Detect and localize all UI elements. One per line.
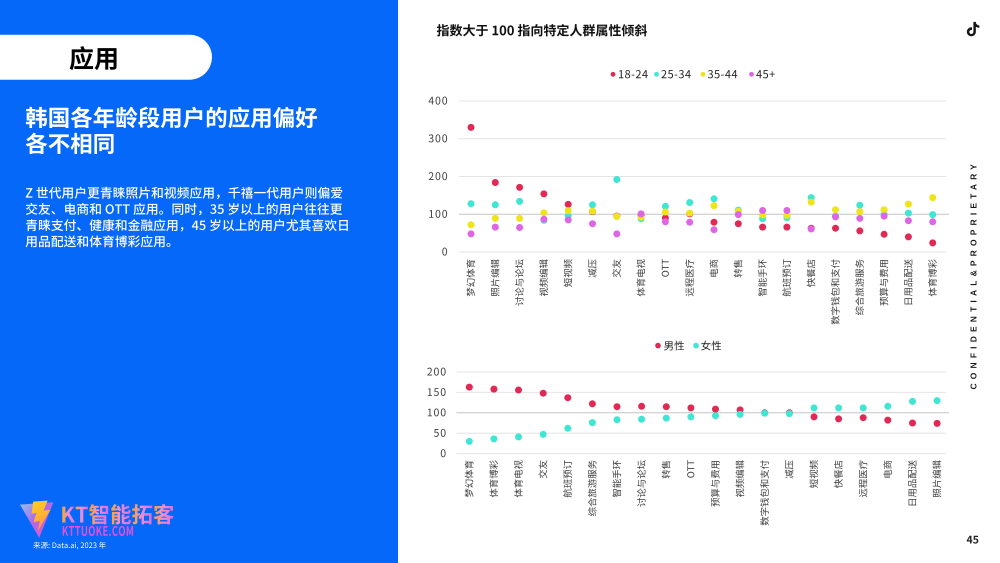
svg-text:CONFIDENTIAL&PROPRIETARY: CONFIDENTIAL&PROPRIETARY — [969, 160, 979, 389]
